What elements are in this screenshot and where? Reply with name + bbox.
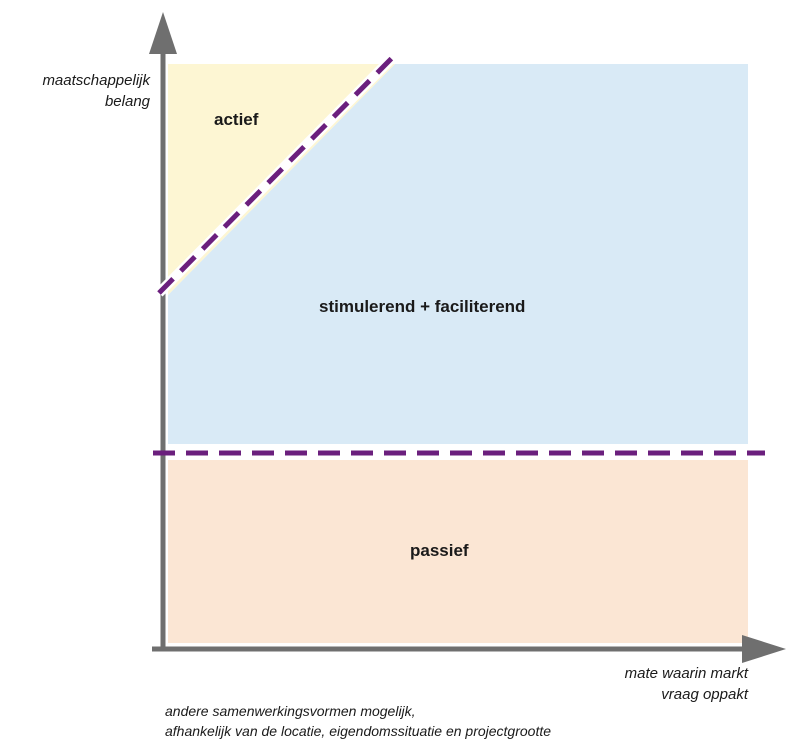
zone-label-stimulerend: stimulerend + faciliterend xyxy=(319,297,526,316)
footnote-line: afhankelijk van de locatie, eigendomssit… xyxy=(165,723,552,739)
footnote-line: andere samenwerkingsvormen mogelijk, xyxy=(165,703,416,719)
diagonal-divider xyxy=(157,55,395,295)
x-axis-label-line: mate waarin markt xyxy=(624,665,748,682)
zone-stimulerend-area xyxy=(168,64,748,444)
footnote: andere samenwerkingsvormen mogelijk, afh… xyxy=(165,701,551,741)
x-axis-label: mate waarin markt vraag oppakt xyxy=(625,663,748,705)
y-axis-label-line: belang xyxy=(104,93,150,110)
x-axis-label-line: vraag oppakt xyxy=(661,686,748,703)
zone-label-passief: passief xyxy=(410,541,469,560)
zone-label-actief: actief xyxy=(214,110,259,129)
y-axis-label-line: maatschappelijk xyxy=(42,72,150,89)
y-axis-arrowhead xyxy=(149,12,177,54)
y-axis-label: maatschappelijk belang xyxy=(42,70,150,112)
zone-passief-area xyxy=(168,460,748,643)
x-axis-arrowhead xyxy=(742,635,786,663)
zone-actief-area xyxy=(168,64,395,295)
